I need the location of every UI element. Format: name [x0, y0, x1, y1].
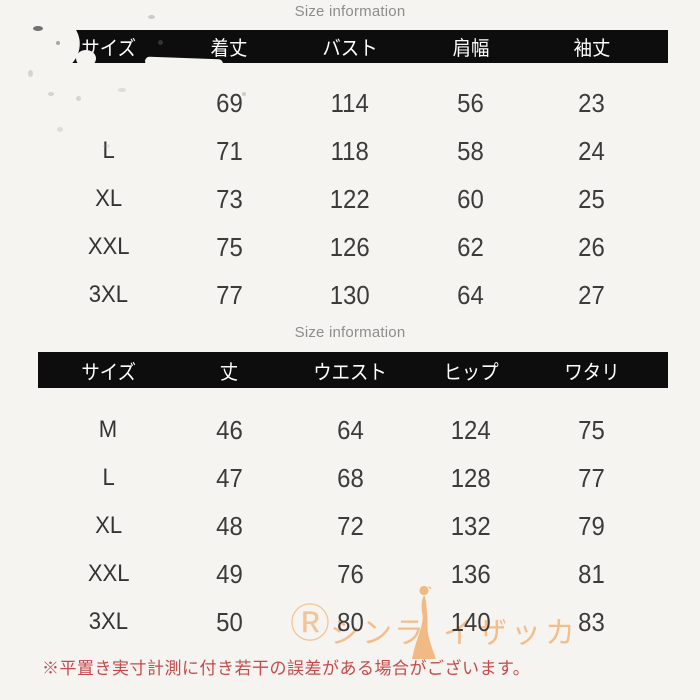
- smudge-mark: [158, 40, 163, 45]
- size-cell: XXL: [87, 560, 130, 587]
- value-cell: 80: [336, 606, 364, 637]
- column-header-bust: バスト: [322, 38, 378, 60]
- section-title-bottoms: Size information: [294, 324, 406, 341]
- table-row: XXL 49 76 136 81: [38, 550, 668, 598]
- size-cell: XL: [94, 185, 122, 212]
- value-cell: 24: [578, 135, 605, 166]
- value-cell: 136: [450, 558, 491, 589]
- smudge-mark: [103, 144, 110, 148]
- value-cell: 79: [578, 510, 605, 541]
- value-cell: 50: [215, 606, 243, 637]
- column-header-hip: ヒップ: [443, 361, 499, 384]
- smudge-mark: [242, 92, 246, 96]
- table-row: L 47 68 128 77: [38, 454, 668, 502]
- value-cell: 71: [215, 135, 243, 166]
- statuette-icon: [412, 585, 436, 659]
- table-row: L 71 118 58 24: [38, 127, 668, 175]
- value-cell: 64: [336, 414, 364, 445]
- smudge-mark: [148, 15, 155, 19]
- value-cell: 49: [215, 558, 243, 589]
- table-row: 3XL 50 80 140 83: [38, 598, 668, 646]
- value-cell: 122: [330, 183, 370, 214]
- size-cell: XL: [94, 512, 122, 539]
- column-header-thigh: ワタリ: [563, 361, 620, 384]
- table-row: 3XL 77 130 64 27: [38, 271, 668, 319]
- value-cell: 118: [330, 135, 370, 166]
- column-header-body-length: 着丈: [210, 38, 248, 60]
- size-cell: 3XL: [88, 608, 129, 635]
- value-cell: 47: [215, 462, 243, 493]
- smudge-mark: [76, 96, 81, 101]
- value-cell: 69: [215, 87, 243, 118]
- value-cell: 64: [457, 279, 485, 310]
- value-cell: 126: [330, 231, 370, 262]
- value-cell: 77: [215, 279, 243, 310]
- smudge-mark: [56, 41, 60, 45]
- table2-body: M 46 64 124 75 L 47 68 128 77 XL 48 72 1…: [38, 406, 668, 646]
- measurement-disclaimer: ※平置き実寸計測に付き若干の誤差がある場合がございます。: [42, 659, 531, 678]
- value-cell: 72: [336, 510, 364, 541]
- value-cell: 25: [578, 183, 605, 214]
- column-header-length: 丈: [219, 361, 239, 384]
- table1-header-bar: サイズ 着丈 バスト 肩幅 袖丈: [38, 30, 668, 63]
- value-cell: 60: [457, 183, 485, 214]
- value-cell: 27: [578, 279, 605, 310]
- size-cell: L: [102, 464, 115, 491]
- value-cell: 56: [457, 87, 485, 118]
- value-cell: 76: [336, 558, 364, 589]
- section-title-tops: Size information: [294, 3, 406, 20]
- value-cell: 83: [578, 606, 605, 637]
- value-cell: 77: [578, 462, 605, 493]
- value-cell: 132: [450, 510, 491, 541]
- smudge-mark: [118, 88, 126, 92]
- table2-header-bar: サイズ 丈 ウエスト ヒップ ワタリ: [38, 352, 668, 388]
- size-cell: L: [102, 137, 115, 164]
- table1-body: 69 114 56 23 L 71 118 58 24 XL 73 122 60…: [38, 79, 668, 319]
- smudge-mark: [33, 26, 43, 31]
- registered-trademark-icon: Ⓡ: [290, 602, 330, 646]
- size-cell: M: [99, 416, 118, 443]
- watermark-text-left: シンラ: [330, 617, 426, 650]
- size-cell: XXL: [87, 233, 130, 260]
- value-cell: 81: [578, 558, 605, 589]
- watermark-text-right: イザッカ: [443, 617, 579, 650]
- size-cell: 3XL: [88, 281, 129, 308]
- value-cell: 26: [578, 231, 605, 262]
- value-cell: 23: [578, 87, 605, 118]
- value-cell: 73: [215, 183, 243, 214]
- value-cell: 75: [578, 414, 605, 445]
- value-cell: 75: [215, 231, 243, 262]
- smudge-mark: [57, 127, 63, 132]
- column-header-shoulder: 肩幅: [452, 38, 490, 60]
- value-cell: 68: [336, 462, 364, 493]
- smudge-mark: [76, 50, 96, 67]
- value-cell: 58: [457, 135, 485, 166]
- value-cell: 62: [457, 231, 485, 262]
- column-header-sleeve: 袖丈: [573, 38, 610, 60]
- smudge-mark: [144, 56, 224, 69]
- value-cell: 140: [450, 606, 491, 637]
- size-cell: [48, 89, 169, 117]
- smudge-mark: [48, 92, 54, 96]
- value-cell: 124: [450, 414, 491, 445]
- table-row: XXL 75 126 62 26: [38, 223, 668, 271]
- column-header-size: サイズ: [81, 361, 136, 384]
- smudge-mark: [28, 70, 33, 77]
- table-row: M 46 64 124 75: [38, 406, 668, 454]
- value-cell: 46: [215, 414, 243, 445]
- value-cell: 114: [330, 87, 370, 118]
- value-cell: 130: [330, 279, 370, 310]
- table-row: XL 48 72 132 79: [38, 502, 668, 550]
- table-row: XL 73 122 60 25: [38, 175, 668, 223]
- value-cell: 128: [450, 462, 491, 493]
- table-row: 69 114 56 23: [38, 79, 668, 127]
- value-cell: 48: [215, 510, 243, 541]
- column-header-waist: ウエスト: [313, 361, 387, 384]
